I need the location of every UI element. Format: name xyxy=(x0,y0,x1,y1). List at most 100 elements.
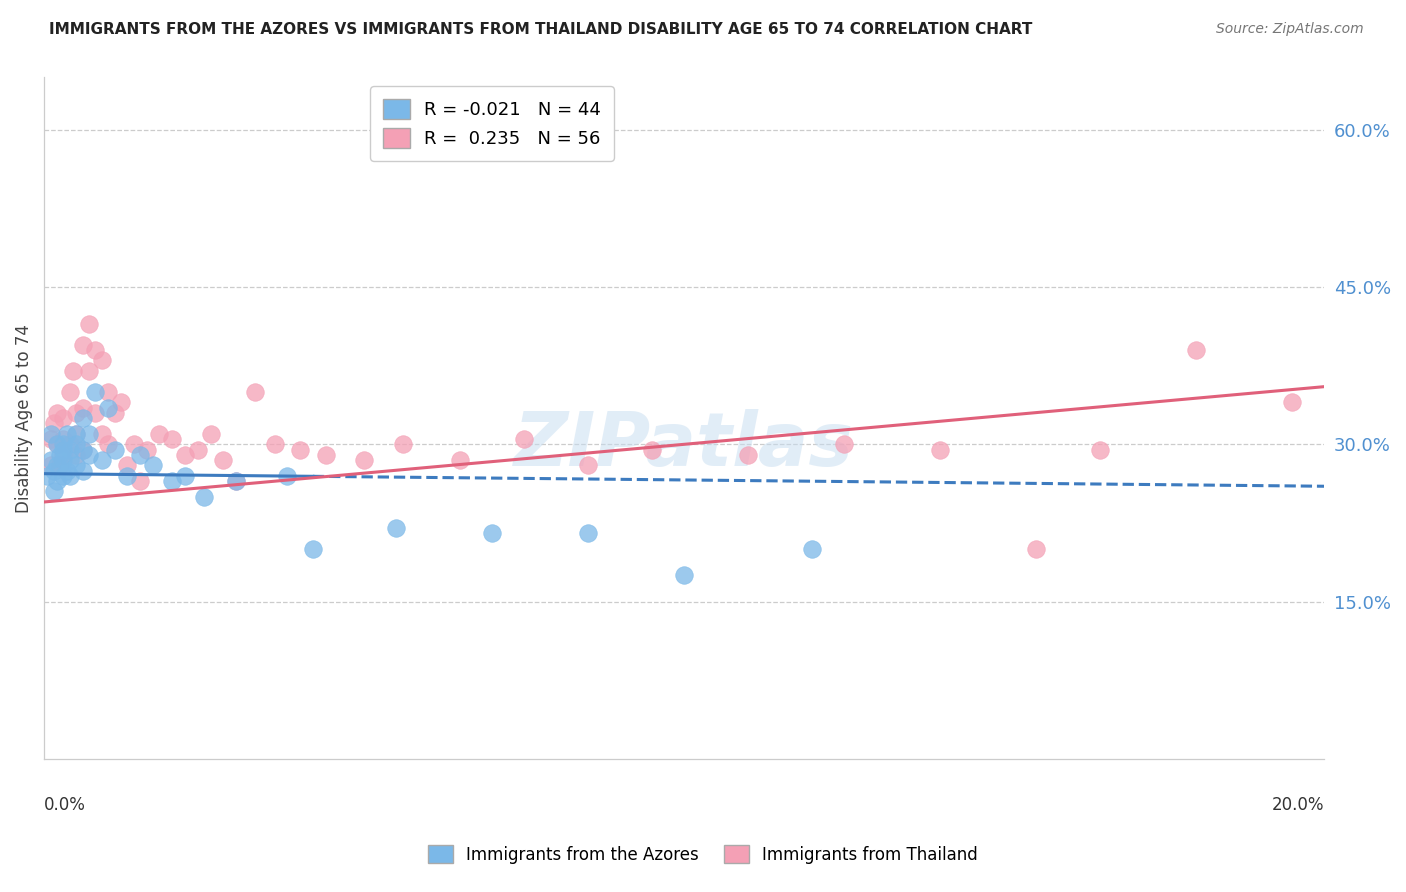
Point xyxy=(72,442,94,457)
Point xyxy=(65,426,87,441)
Point xyxy=(72,442,94,457)
Point xyxy=(39,432,62,446)
Point xyxy=(77,364,100,378)
Point xyxy=(39,458,62,473)
Text: Source: ZipAtlas.com: Source: ZipAtlas.com xyxy=(1216,22,1364,37)
Point xyxy=(77,448,100,462)
Point xyxy=(148,426,170,441)
Point xyxy=(288,442,311,457)
Point xyxy=(200,426,222,441)
Point xyxy=(55,463,77,477)
Point xyxy=(59,384,82,399)
Point xyxy=(97,437,120,451)
Point xyxy=(52,448,75,462)
Point xyxy=(103,442,125,457)
Point xyxy=(90,426,112,441)
Point xyxy=(77,426,100,441)
Point xyxy=(65,426,87,441)
Point xyxy=(160,474,183,488)
Point xyxy=(174,468,197,483)
Legend: Immigrants from the Azores, Immigrants from Thailand: Immigrants from the Azores, Immigrants f… xyxy=(422,838,984,871)
Point xyxy=(263,437,285,451)
Point xyxy=(55,426,77,441)
Point xyxy=(353,453,375,467)
Point xyxy=(65,458,87,473)
Point xyxy=(135,442,157,457)
Point xyxy=(72,463,94,477)
Point xyxy=(37,468,59,483)
Point xyxy=(449,453,471,467)
Point xyxy=(45,437,67,451)
Point xyxy=(129,474,152,488)
Point xyxy=(90,453,112,467)
Point xyxy=(39,426,62,441)
Point xyxy=(481,526,503,541)
Text: ZIPatlas: ZIPatlas xyxy=(515,409,853,482)
Point xyxy=(45,458,67,473)
Point xyxy=(212,453,235,467)
Point xyxy=(385,521,408,535)
Point xyxy=(97,384,120,399)
Point xyxy=(52,468,75,483)
Point xyxy=(302,542,325,557)
Point xyxy=(49,458,72,473)
Point xyxy=(52,453,75,467)
Point xyxy=(84,384,107,399)
Text: 0.0%: 0.0% xyxy=(44,797,86,814)
Point xyxy=(65,448,87,462)
Point xyxy=(59,442,82,457)
Point xyxy=(187,442,209,457)
Point xyxy=(84,406,107,420)
Point xyxy=(59,468,82,483)
Point xyxy=(65,406,87,420)
Point xyxy=(193,490,215,504)
Point xyxy=(42,417,65,431)
Point xyxy=(315,448,337,462)
Point xyxy=(97,401,120,415)
Point xyxy=(52,432,75,446)
Point xyxy=(72,337,94,351)
Point xyxy=(832,437,855,451)
Point xyxy=(84,343,107,357)
Point xyxy=(142,458,165,473)
Point xyxy=(225,474,247,488)
Point xyxy=(576,526,599,541)
Point xyxy=(45,437,67,451)
Point xyxy=(1281,395,1303,409)
Point xyxy=(391,437,413,451)
Legend: R = -0.021   N = 44, R =  0.235   N = 56: R = -0.021 N = 44, R = 0.235 N = 56 xyxy=(370,87,614,161)
Point xyxy=(59,437,82,451)
Text: 20.0%: 20.0% xyxy=(1271,797,1324,814)
Point xyxy=(737,448,759,462)
Point xyxy=(576,458,599,473)
Point xyxy=(39,453,62,467)
Point xyxy=(77,317,100,331)
Point xyxy=(52,442,75,457)
Point xyxy=(513,432,536,446)
Point xyxy=(72,401,94,415)
Point xyxy=(160,432,183,446)
Point xyxy=(117,468,139,483)
Point xyxy=(673,568,696,582)
Point xyxy=(90,353,112,368)
Point xyxy=(59,453,82,467)
Point xyxy=(929,442,952,457)
Point xyxy=(49,448,72,462)
Point xyxy=(245,384,267,399)
Point xyxy=(65,437,87,451)
Point xyxy=(103,406,125,420)
Point xyxy=(1185,343,1208,357)
Point xyxy=(42,463,65,477)
Point xyxy=(42,484,65,499)
Point xyxy=(641,442,664,457)
Point xyxy=(110,395,132,409)
Point xyxy=(801,542,824,557)
Point xyxy=(62,364,84,378)
Point xyxy=(1088,442,1111,457)
Point xyxy=(45,474,67,488)
Point xyxy=(117,458,139,473)
Text: IMMIGRANTS FROM THE AZORES VS IMMIGRANTS FROM THAILAND DISABILITY AGE 65 TO 74 C: IMMIGRANTS FROM THE AZORES VS IMMIGRANTS… xyxy=(49,22,1032,37)
Point xyxy=(174,448,197,462)
Y-axis label: Disability Age 65 to 74: Disability Age 65 to 74 xyxy=(15,324,32,513)
Point xyxy=(276,468,298,483)
